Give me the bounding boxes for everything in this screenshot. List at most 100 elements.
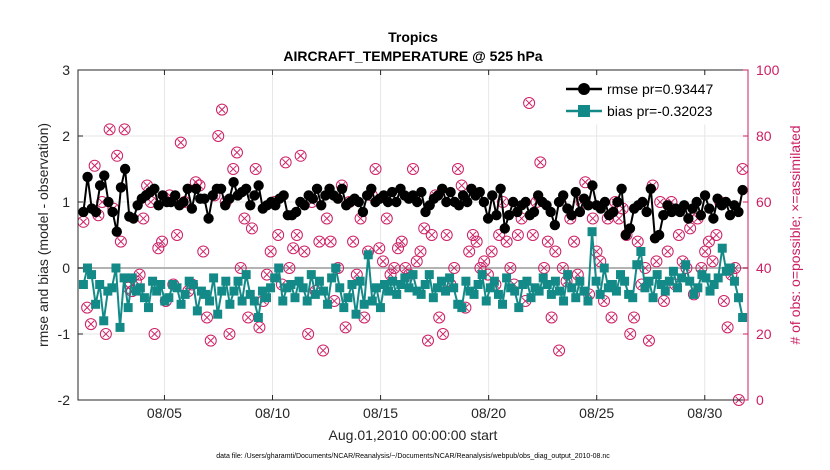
bias-point: [681, 260, 691, 270]
obs-assimilated-point: [255, 323, 263, 331]
legend-box: [559, 75, 745, 125]
obs-assimilated-point: [330, 297, 338, 305]
obs-possible-point: [624, 328, 637, 340]
bias-point: [489, 276, 499, 286]
obs-x-stroke: [255, 323, 263, 331]
obs-possible-point: [553, 344, 566, 357]
obs-assimilated-point: [626, 330, 634, 338]
rmse-point: [683, 213, 694, 224]
obs-possible-point: [272, 229, 285, 241]
obs-possible-point: [152, 242, 165, 255]
bias-point: [587, 227, 597, 237]
rmse-point: [474, 186, 485, 198]
bias-point: [502, 273, 512, 283]
bias-point: [245, 289, 255, 299]
rmse-point: [90, 206, 102, 218]
obs-x-stroke: [626, 330, 634, 338]
rmse-point: [411, 196, 423, 208]
obs-assimilated-point: [225, 330, 234, 338]
obs-possible-point: [320, 212, 333, 225]
obs-assimilated-point: [240, 214, 249, 223]
obs-possible-point: [392, 242, 405, 255]
rmse-point: [182, 183, 193, 194]
obs-possible-point: [174, 136, 187, 149]
obs-possible-point: [414, 245, 427, 258]
rmse-point: [99, 170, 110, 181]
obs-assimilated-point: [139, 214, 147, 223]
bias-point: [567, 283, 577, 293]
obs-x-stroke: [360, 313, 368, 322]
obs-assimilated-point: [91, 162, 99, 170]
obs-x-stroke: [214, 132, 222, 140]
obs-x-stroke: [544, 238, 552, 246]
obs-x-stroke: [503, 238, 511, 246]
bias-point: [148, 276, 158, 286]
obs-assimilated-point: [544, 238, 552, 246]
plot-area: [78, 70, 748, 400]
obs-x-stroke: [473, 238, 481, 246]
rmse-point: [566, 210, 577, 221]
bias-point: [599, 263, 609, 273]
x-tick-label: 08/20: [471, 405, 506, 421]
obs-possible-point: [523, 97, 536, 109]
obs-possible-point: [436, 328, 449, 340]
bias-point: [729, 276, 739, 286]
obs-possible-point: [212, 130, 225, 142]
bias-point: [209, 273, 219, 283]
obs-possible-point: [672, 229, 685, 241]
y2-tick-label: 60: [756, 194, 772, 210]
rmse-point: [82, 171, 93, 183]
rmse-point: [695, 210, 707, 221]
obs-assimilated-point: [488, 247, 496, 256]
obs-x-stroke: [652, 257, 661, 265]
obs-x-stroke: [285, 264, 293, 272]
obs-assimilated-point: [315, 238, 323, 246]
bias-point: [550, 276, 560, 286]
rmse-point: [453, 200, 465, 211]
bias-point: [685, 276, 695, 286]
bias-point: [477, 270, 487, 280]
bias-point: [286, 280, 296, 289]
obs-x-stroke: [113, 152, 121, 160]
obs-x-stroke: [158, 238, 166, 246]
obs-x-stroke: [319, 346, 327, 355]
rmse-point: [307, 193, 319, 204]
bias-point: [457, 303, 467, 313]
bias-point: [441, 286, 451, 296]
obs-possible-point: [448, 262, 461, 274]
obs-x-stroke: [87, 320, 95, 328]
bias-point: [91, 299, 101, 309]
rmse-point: [249, 190, 260, 201]
obs-assimilated-point: [214, 132, 222, 140]
bias-point: [734, 293, 744, 303]
obs-x-stroke: [739, 165, 747, 173]
obs-assimilated-point: [540, 264, 548, 272]
obs-x-stroke: [712, 231, 720, 239]
rmse-point: [311, 183, 323, 194]
obs-x-stroke: [353, 271, 361, 279]
bias-point: [164, 293, 174, 303]
obs-assimilated-point: [548, 313, 556, 322]
rmse-point: [416, 186, 427, 198]
obs-possible-point: [114, 235, 127, 248]
obs-assimilated-point: [630, 313, 638, 322]
obs-possible-point: [526, 229, 539, 241]
obs-possible-point: [230, 146, 243, 159]
obs-possible-point: [395, 235, 408, 248]
rmse-point: [503, 210, 515, 221]
obs-assimilated-point: [398, 238, 406, 246]
bias-point: [526, 293, 536, 303]
obs-x-stroke: [465, 247, 473, 256]
obs-assimilated-point: [570, 238, 578, 246]
obs-assimilated-point: [102, 330, 110, 338]
bias-point: [563, 270, 573, 280]
obs-x-stroke: [506, 264, 514, 272]
x-tick-label: 08/30: [687, 405, 722, 421]
y-tick-label: 1: [62, 194, 70, 210]
obs-possible-point: [534, 156, 547, 169]
obs-x-stroke: [244, 313, 252, 322]
bias-point: [111, 263, 121, 273]
obs-assimilated-point: [529, 231, 537, 239]
rmse-point: [153, 200, 164, 211]
